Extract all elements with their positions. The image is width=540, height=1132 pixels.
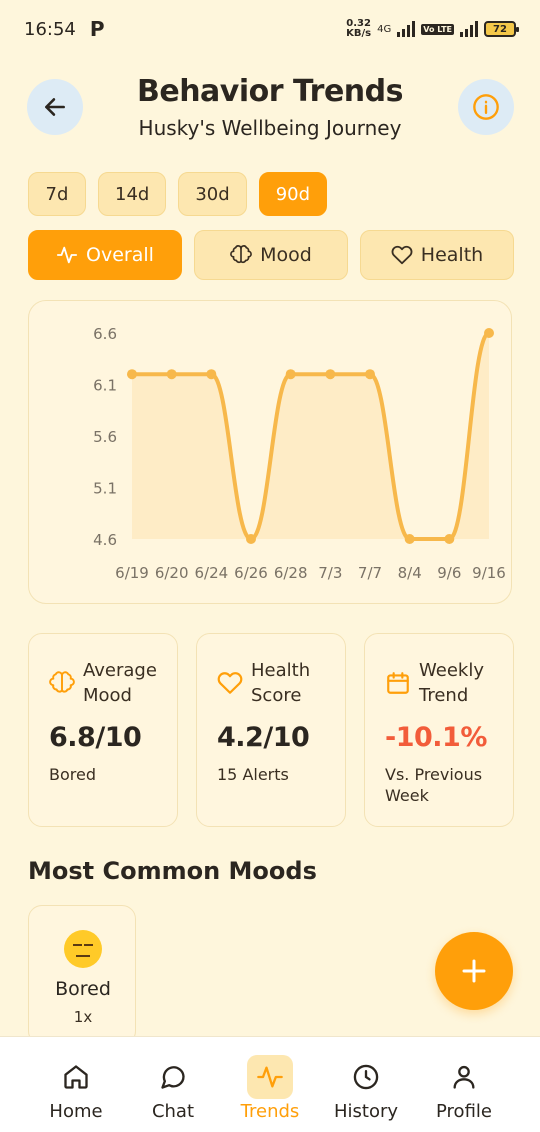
- series-area: [132, 333, 489, 539]
- heart-icon: [217, 672, 243, 694]
- tab-mood-label: Mood: [260, 244, 312, 266]
- stat-label: Weekly Trend: [419, 660, 484, 706]
- stat-value: -10.1%: [385, 722, 487, 753]
- x-tick-label: 8/4: [398, 564, 422, 582]
- x-tick-label: 6/24: [194, 564, 228, 582]
- nav-label: Home: [49, 1101, 103, 1122]
- plus-icon: [462, 959, 486, 983]
- info-icon: [473, 94, 499, 120]
- data-point[interactable]: [365, 369, 375, 380]
- x-tick-label: 6/19: [115, 564, 149, 582]
- page-subtitle: Husky's Wellbeing Journey: [138, 116, 402, 140]
- data-point[interactable]: [127, 369, 137, 380]
- stat-label: Health Score: [251, 660, 311, 706]
- signal-icon: [397, 21, 416, 37]
- nav-history[interactable]: History: [316, 1037, 416, 1132]
- x-tick-label: 9/6: [437, 564, 461, 582]
- activity-icon: [257, 1066, 283, 1088]
- data-point[interactable]: [206, 369, 217, 380]
- average-mood-card[interactable]: Average Mood 6.8/10 Bored: [28, 633, 178, 827]
- range-7d[interactable]: 7d: [28, 172, 86, 216]
- stat-value: 4.2/10: [217, 722, 310, 753]
- tab-health-label: Health: [420, 244, 484, 266]
- y-tick-label: 4.6: [93, 531, 117, 549]
- stat-value: 6.8/10: [49, 722, 142, 753]
- signal-icon: [460, 21, 478, 37]
- volte-icon: Vo LTE: [421, 23, 454, 35]
- data-point[interactable]: [166, 369, 177, 380]
- brain-icon: [230, 245, 252, 264]
- stat-subtext: Vs. Previous Week: [385, 765, 483, 805]
- activity-icon: [56, 246, 78, 264]
- clock: 16:54: [24, 18, 76, 40]
- x-tick-label: 6/28: [274, 564, 308, 582]
- nav-label: Profile: [436, 1101, 492, 1122]
- nav-chat[interactable]: Chat: [123, 1037, 223, 1132]
- x-tick-label: 7/3: [318, 564, 342, 582]
- chat-bubble-icon: [161, 1066, 185, 1089]
- x-tick-label: 7/7: [358, 564, 382, 582]
- user-icon: [453, 1065, 475, 1089]
- data-point[interactable]: [404, 534, 415, 544]
- carrier-icon: P: [89, 17, 105, 41]
- header: Behavior Trends Husky's Wellbeing Journe…: [0, 70, 540, 150]
- brain-icon: [49, 671, 75, 693]
- tab-health[interactable]: Health: [360, 230, 514, 280]
- range-14d[interactable]: 14d: [98, 172, 167, 216]
- mood-count: 1x: [73, 1008, 93, 1026]
- y-tick-label: 5.6: [93, 428, 117, 446]
- range-30d[interactable]: 30d: [178, 172, 247, 216]
- info-button[interactable]: [458, 79, 514, 135]
- x-tick-label: 6/26: [234, 564, 268, 582]
- data-point[interactable]: [325, 369, 336, 380]
- calendar-icon: [387, 672, 409, 694]
- page-title: Behavior Trends: [136, 74, 404, 109]
- health-score-card[interactable]: Health Score 4.2/10 15 Alerts: [196, 633, 346, 827]
- range-selector: 7d 14d 30d 90d: [28, 172, 328, 216]
- data-point[interactable]: [484, 328, 494, 338]
- heart-icon: [391, 245, 413, 265]
- stat-subtext: Bored: [49, 765, 96, 784]
- y-tick-label: 5.1: [93, 480, 117, 498]
- tab-mood[interactable]: Mood: [194, 230, 348, 280]
- back-button[interactable]: [27, 79, 83, 135]
- nav-trends[interactable]: Trends: [220, 1037, 320, 1132]
- x-tick-label: 9/16: [472, 564, 506, 582]
- netspeed: 0.32 KB/s: [346, 18, 372, 39]
- home-icon: [64, 1065, 88, 1089]
- section-title: Most Common Moods: [28, 857, 317, 885]
- data-point[interactable]: [444, 534, 455, 544]
- nav-profile[interactable]: Profile: [414, 1037, 514, 1132]
- mood-name: Bored: [55, 978, 111, 1000]
- tab-overall-label: Overall: [86, 244, 154, 266]
- nav-label: Trends: [240, 1101, 300, 1122]
- clock-icon: [353, 1064, 379, 1090]
- weekly-trend-card[interactable]: Weekly Trend -10.1% Vs. Previous Week: [364, 633, 514, 827]
- nav-label: Chat: [151, 1101, 195, 1122]
- trend-chart: 6.6 6.1 5.6 5.1 4.6 6/19 6/20 6/24 6/26 6/28 7/3 7/…: [93, 325, 506, 582]
- tab-overall[interactable]: Overall: [28, 230, 182, 280]
- bottom-nav: Home Chat Trends History Profile: [0, 1036, 540, 1132]
- y-tick-label: 6.6: [93, 325, 117, 343]
- nav-label: History: [333, 1101, 399, 1122]
- status-bar: 16:54 P 0.32 KB/s 4G Vo LTE 72: [0, 0, 540, 58]
- view-tabs: Overall Mood Health: [28, 230, 514, 280]
- x-tick-label: 6/20: [155, 564, 189, 582]
- network-label: 4G: [377, 23, 392, 35]
- stats-row: Average Mood 6.8/10 Bored Health Score 4.2…: [28, 633, 514, 827]
- nav-home[interactable]: Home: [26, 1037, 126, 1132]
- range-90d[interactable]: 90d: [258, 172, 328, 216]
- y-tick-label: 6.1: [93, 377, 117, 395]
- battery-icon: 72: [484, 21, 519, 37]
- data-point[interactable]: [285, 369, 296, 380]
- stat-subtext: 15 Alerts: [217, 765, 289, 784]
- trend-chart-card: 6.6 6.1 5.6 5.1 4.6 6/19 6/20 6/24 6/26 6/28 7/3 7/…: [28, 300, 512, 604]
- arrow-left-icon: [45, 98, 65, 116]
- expressionless-face-icon: [64, 930, 102, 968]
- data-point[interactable]: [246, 534, 256, 544]
- add-button[interactable]: [435, 932, 513, 1010]
- mood-card[interactable]: Bored 1x: [28, 905, 136, 1045]
- stat-label: Average Mood: [83, 660, 157, 706]
